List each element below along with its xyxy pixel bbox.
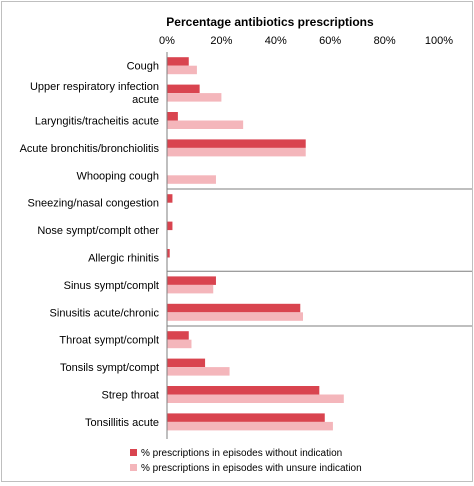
category-label: Laryngitis/tracheitis acute [35,116,159,128]
category-label: Allergic rhinitis [88,253,159,265]
bar-unsure-indication [167,93,222,102]
bar-without-indication [167,139,306,148]
bar-without-indication [167,112,178,121]
bar-unsure-indication [167,284,214,294]
x-tick-label: 0% [159,35,175,47]
bar-unsure-indication [167,339,192,349]
category-label: Cough [127,61,159,73]
bar-unsure-indication [167,175,216,184]
category-label: Throat sympt/complt [59,335,159,347]
bar-unsure-indication [167,394,344,403]
category-label: Upper respiratory infection acute [30,81,159,106]
bar-unsure-indication [167,312,303,321]
bar-unsure-indication [167,120,244,129]
x-tick-label: 80% [374,35,396,47]
category-label: Tonsillitis acute [85,417,159,429]
bar-without-indication [167,194,173,203]
bar-unsure-indication [167,421,333,431]
bar-without-indication [167,84,200,94]
bar-without-indication [167,386,320,395]
legend-label: % prescriptions in episodes without indi… [141,448,342,459]
bar-without-indication [167,276,216,285]
category-label: Strep throat [102,390,159,402]
x-tick-label: 60% [319,35,341,47]
bar-unsure-indication [167,147,306,157]
bar-unsure-indication [167,367,230,376]
bar-without-indication [167,249,170,258]
bar-without-indication [167,57,189,66]
x-tick-label: 100% [425,35,453,47]
category-label: Sinusitis acute/chronic [50,307,160,319]
category-label: Sneezing/nasal congestion [28,198,159,210]
bar-without-indication [167,413,325,422]
antibiotics-bar-chart: Percentage antibiotics prescriptions 0% 2… [20,15,472,474]
legend-swatch [130,449,137,456]
category-label: Sinus sympt/complt [64,280,159,292]
category-label: Tonsils sympt/compt [60,362,159,374]
bar-without-indication [167,221,173,231]
category-label: Nose sympt/complt other [37,225,159,237]
legend-label: % prescriptions in episodes with unsure … [141,463,362,474]
bar-unsure-indication [167,65,197,75]
chart-title: Percentage antibiotics prescriptions [166,15,374,29]
x-tick-label: 20% [210,35,232,47]
bar-without-indication [167,331,189,340]
bar-without-indication [167,358,206,368]
legend-swatch [130,464,137,471]
category-label: Acute bronchitis/bronchiolitis [20,143,160,155]
bar-without-indication [167,303,301,313]
category-label: Whooping cough [76,170,159,182]
x-tick-label: 40% [265,35,287,47]
